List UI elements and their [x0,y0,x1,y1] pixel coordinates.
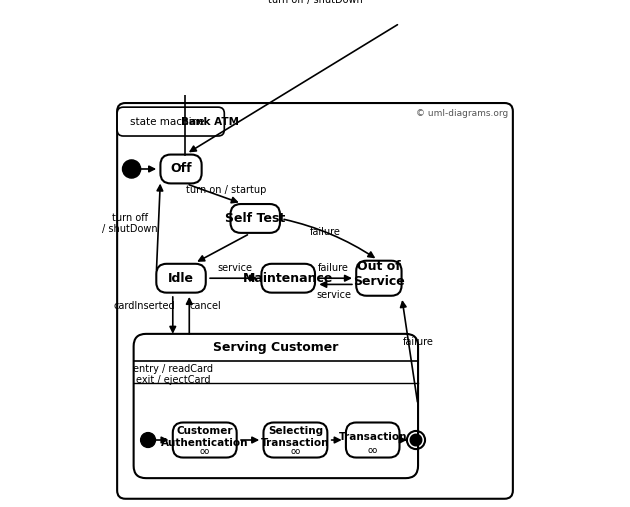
Circle shape [122,160,140,178]
Text: service: service [217,263,252,273]
Text: oo: oo [200,447,210,456]
FancyBboxPatch shape [231,204,280,233]
FancyBboxPatch shape [263,422,328,457]
FancyBboxPatch shape [356,261,401,296]
Text: state machine: state machine [130,117,204,127]
Text: Self Test: Self Test [225,212,285,225]
Text: Maintenance: Maintenance [243,272,333,285]
FancyBboxPatch shape [346,422,399,457]
Text: Out of
Service: Out of Service [353,260,404,288]
FancyBboxPatch shape [173,422,237,457]
Text: turn off
/ shutDown: turn off / shutDown [101,213,158,234]
Text: Selecting
Transaction: Selecting Transaction [261,426,329,448]
Text: cancel: cancel [190,301,222,311]
Text: Bank ATM: Bank ATM [181,117,239,127]
Text: Idle: Idle [168,272,194,285]
Text: turn on / startup: turn on / startup [186,185,266,195]
Text: turn off / shutDown: turn off / shutDown [268,0,362,5]
Text: failure: failure [318,263,349,273]
Text: failure: failure [403,337,433,347]
Text: cardInserted: cardInserted [113,301,175,311]
Text: © uml-diagrams.org: © uml-diagrams.org [416,109,509,118]
FancyBboxPatch shape [156,264,206,293]
Text: Transaction: Transaction [338,432,407,442]
Text: Customer
Authentication: Customer Authentication [161,426,248,448]
FancyBboxPatch shape [161,155,202,184]
Text: oo: oo [290,447,301,456]
FancyBboxPatch shape [117,107,224,136]
Text: service: service [316,289,351,300]
Circle shape [140,432,156,448]
Text: Off: Off [170,162,192,175]
Text: entry / readCard: entry / readCard [133,364,213,374]
Text: exit / ejectCard: exit / ejectCard [135,376,210,385]
FancyBboxPatch shape [134,334,418,478]
Text: failure: failure [310,227,341,237]
FancyBboxPatch shape [117,103,513,499]
FancyBboxPatch shape [261,264,315,293]
Text: oo: oo [367,446,378,455]
Circle shape [410,434,421,446]
Text: Serving Customer: Serving Customer [213,341,338,354]
